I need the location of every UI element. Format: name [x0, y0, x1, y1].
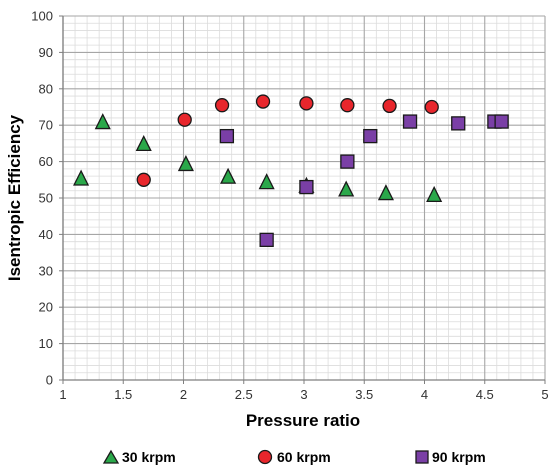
y-tick-label: 80 [39, 81, 53, 96]
data-point-90-krpm [219, 128, 235, 144]
x-tick-label: 2 [180, 387, 187, 402]
y-tick-label: 60 [39, 154, 53, 169]
data-point-60-krpm [382, 98, 397, 114]
x-tick-label: 4 [421, 387, 428, 402]
data-point-90-krpm [340, 154, 355, 169]
legend-circle-marker [257, 449, 273, 465]
data-point-30-krpm [426, 185, 443, 203]
y-tick-label: 90 [39, 45, 53, 60]
data-point-60-krpm [177, 112, 192, 127]
y-tick-label: 100 [31, 9, 53, 24]
y-tick-label: 70 [39, 118, 53, 133]
x-tick-label: 1 [59, 387, 66, 402]
legend-triangle-marker [102, 449, 120, 464]
data-point-60-krpm [424, 99, 439, 115]
x-tick-labels: 1 1.5 2 2.5 3 3.5 4 4.5 5 [59, 387, 548, 402]
data-points [73, 94, 509, 248]
y-tick-label: 10 [39, 336, 53, 351]
data-point-90-krpm [402, 114, 418, 129]
x-tick-label: 3.5 [355, 387, 373, 402]
y-tick-label: 20 [39, 300, 53, 315]
x-tick-label: 2.5 [235, 387, 253, 402]
data-point-90-krpm [299, 179, 314, 195]
data-point-60-krpm [136, 172, 151, 187]
axes [59, 15, 546, 384]
data-point-30-krpm [177, 154, 194, 172]
data-point-90-krpm [494, 114, 509, 129]
x-tick-label: 1.5 [114, 387, 132, 402]
x-tick-label: 4.5 [476, 387, 494, 402]
data-point-30-krpm [258, 173, 275, 190]
data-point-90-krpm [451, 116, 466, 131]
legend-item-30-krpm: 30 krpm [102, 449, 176, 465]
legend-square-marker [415, 450, 429, 464]
data-point-30-krpm [73, 169, 90, 186]
data-point-30-krpm [377, 184, 394, 201]
y-tick-label: 40 [39, 227, 53, 242]
data-point-30-krpm [338, 180, 355, 197]
legend-item-60-krpm: 60 krpm [257, 449, 331, 465]
data-point-30-krpm [94, 113, 111, 130]
data-point-90-krpm [363, 128, 378, 144]
data-point-60-krpm [255, 94, 271, 109]
data-point-60-krpm [214, 98, 230, 113]
y-tick-label: 50 [39, 191, 53, 206]
data-point-90-krpm [259, 232, 274, 248]
legend: 30 krpm 60 krpm 90 krpm [102, 449, 486, 465]
x-tick-label: 5 [541, 387, 548, 402]
legend-label-60-krpm: 60 krpm [277, 449, 331, 465]
data-point-60-krpm [299, 96, 314, 111]
legend-label-30-krpm: 30 krpm [122, 449, 176, 465]
x-axis-title: Pressure ratio [246, 411, 360, 430]
data-point-60-krpm [340, 98, 355, 113]
y-tick-label: 30 [39, 263, 53, 278]
x-tick-label: 3 [300, 387, 307, 402]
legend-item-90-krpm: 90 krpm [415, 449, 486, 465]
y-tick-label: 0 [46, 373, 53, 388]
data-point-30-krpm [220, 167, 237, 184]
data-point-30-krpm [135, 134, 152, 152]
legend-label-90-krpm: 90 krpm [432, 449, 486, 465]
y-tick-labels: 0 10 20 30 40 50 60 70 80 90 100 [31, 9, 53, 388]
y-axis-title: Isentropic Efficiency [5, 114, 24, 281]
